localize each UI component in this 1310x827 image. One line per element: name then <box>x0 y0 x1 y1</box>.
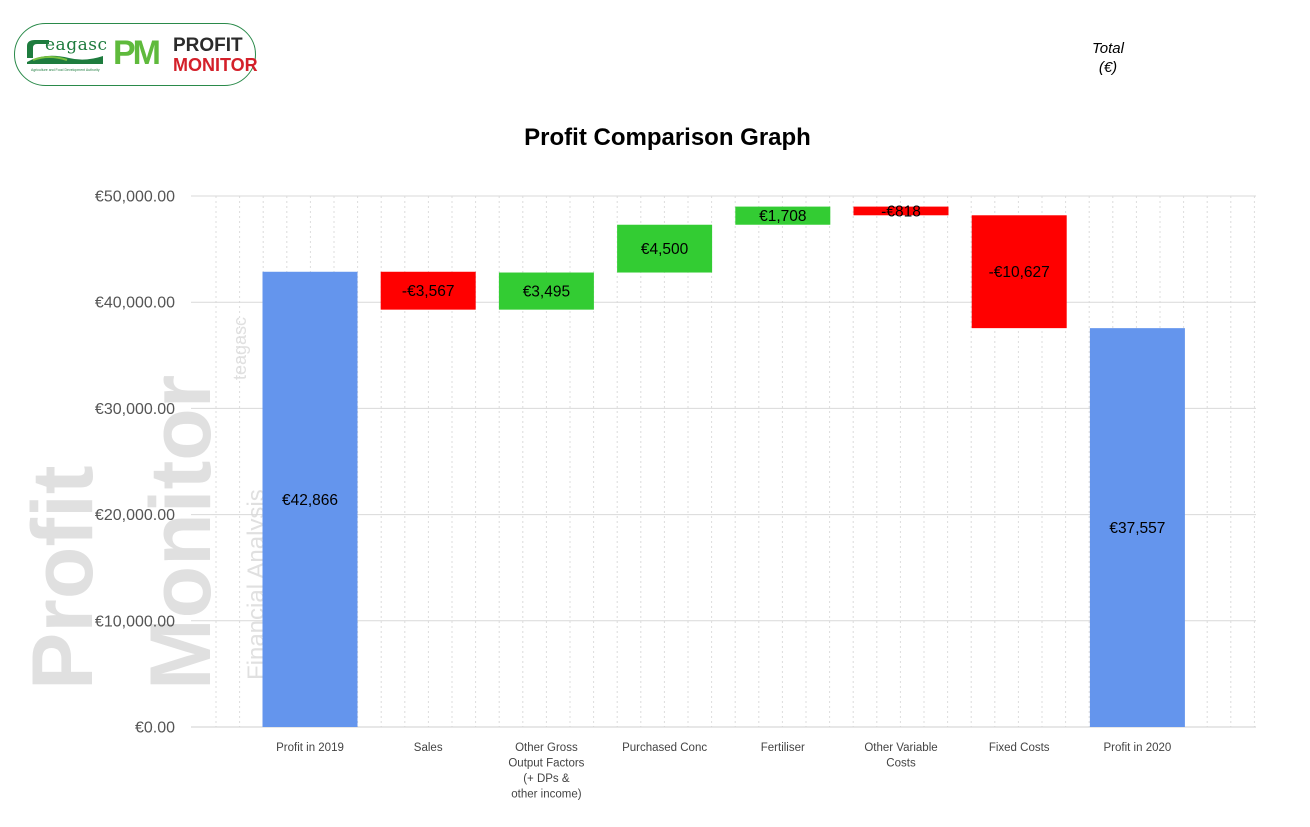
y-tick-label: €0.00 <box>135 720 175 737</box>
teagasc-profit-monitor-logo: eagasc Agriculture and Food Development … <box>14 23 258 86</box>
total-unit-label: (€) <box>1098 59 1118 76</box>
data-label: €37,557 <box>1109 520 1165 537</box>
x-tick-label: Other Gross Output Factors (+ DPs & other i… <box>508 742 584 801</box>
data-label: -€3,567 <box>402 283 455 300</box>
pm-monogram: PM <box>113 34 161 72</box>
data-label: €3,495 <box>523 284 570 301</box>
y-tick-label: €30,000.00 <box>95 401 175 418</box>
x-tick-label: Purchased Conc <box>622 742 707 754</box>
watermark-line-1: Profit <box>15 465 111 690</box>
watermark-brand: teagasc <box>230 317 250 380</box>
x-tick-label: Profit in 2020 <box>1104 742 1172 754</box>
bar-decrease <box>971 215 1067 329</box>
y-tick-label: €20,000.00 <box>95 507 175 524</box>
x-tick-label: Profit in 2019 <box>276 742 344 754</box>
y-tick-label: €50,000.00 <box>95 189 175 206</box>
chart-title: Profit Comparison Graph <box>524 124 811 151</box>
data-labels: €42,866 -€3,567 €3,495 €4,500 €1,708 -€818 -€1… <box>282 203 1165 537</box>
y-axis: €0.00 €10,000.00 €20,000.00 €30,000.00 €40,0… <box>95 189 175 737</box>
x-tick-label: Other Variable Costs <box>864 742 937 770</box>
x-axis: Profit in 2019 Sales Other Gross Output Fac… <box>276 742 1171 801</box>
x-tick-label: Fertiliser <box>761 742 805 754</box>
teagasc-tagline: Agriculture and Food Development Authori… <box>31 68 100 72</box>
y-tick-label: €40,000.00 <box>95 295 175 312</box>
teagasc-leaf-icon <box>27 40 103 64</box>
bar-increase <box>735 206 831 225</box>
bar-increase <box>498 272 594 310</box>
bar-increase <box>617 224 713 273</box>
total-label: Total <box>1092 40 1124 57</box>
monitor-wordmark: MONITOR <box>173 55 258 75</box>
profit-wordmark: PROFIT <box>173 35 243 56</box>
data-label: -€10,627 <box>989 264 1050 281</box>
bar-total <box>1089 328 1185 727</box>
data-label: €42,866 <box>282 492 338 509</box>
bar-decrease <box>853 206 949 216</box>
x-tick-label: Sales <box>414 742 443 754</box>
bar-decrease <box>380 271 476 310</box>
total-column-header: Total (€) <box>1068 39 1148 77</box>
x-tick-label: Fixed Costs <box>989 742 1050 754</box>
chart-gridlines <box>191 195 1256 728</box>
data-label: €4,500 <box>641 241 689 258</box>
chart-bars <box>262 206 1185 727</box>
data-label: €1,708 <box>759 208 806 225</box>
teagasc-wordmark: eagasc <box>45 35 108 55</box>
bar-total <box>262 271 358 727</box>
data-label: -€818 <box>881 203 921 220</box>
watermark-line-2: Monitor <box>133 375 229 690</box>
y-tick-label: €10,000.00 <box>95 613 175 630</box>
profit-monitor-watermark: Profit Monitor Financial Analysis teagas… <box>15 317 270 690</box>
